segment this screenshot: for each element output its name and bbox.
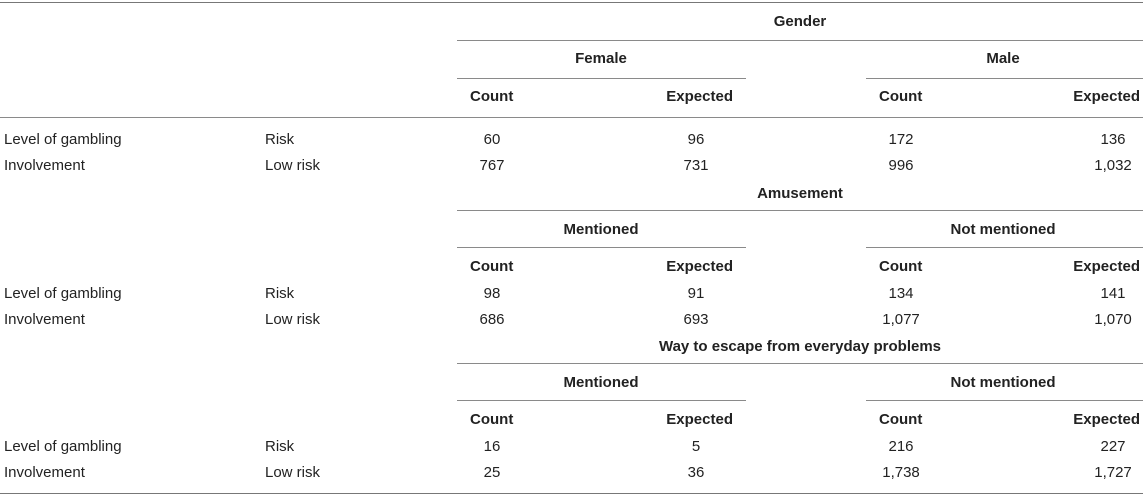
cell-value: 216 [888,438,914,455]
row-label: Involvement [4,157,85,174]
cell-value: 16 [483,438,501,455]
cell-value: 134 [888,285,914,302]
group-rule [866,400,1143,401]
row-label: Level of gambling [4,438,122,455]
top-rule [0,2,1143,3]
cell-value: 36 [687,464,705,481]
column-header: Expected [666,258,733,275]
group-header: Mentioned [563,374,639,391]
cell-value: 172 [888,131,914,148]
row-sublabel: Low risk [265,157,321,174]
group-header: Not mentioned [950,374,1056,391]
row-label: Involvement [4,311,85,328]
group-header: Mentioned [563,221,639,238]
column-header: Count [470,88,514,105]
cell-value: 60 [483,131,501,148]
group-rule [866,247,1143,248]
cell-value: 1,738 [882,464,920,481]
cell-value: 693 [683,311,709,328]
column-header: Expected [1073,411,1140,428]
cell-value: 996 [888,157,914,174]
row-sublabel: Low risk [265,311,321,328]
group-header: Male [986,50,1020,67]
group-rule [457,247,746,248]
row-sublabel: Risk [265,285,295,302]
group-rule [457,400,746,401]
group-rule [457,78,746,79]
cell-value: 227 [1100,438,1126,455]
row-label: Level of gambling [4,131,122,148]
row-label: Level of gambling [4,285,122,302]
column-header: Count [879,258,923,275]
section-title: Amusement [757,185,843,202]
cell-value: 1,032 [1094,157,1132,174]
cell-value: 98 [483,285,501,302]
cell-value: 25 [483,464,501,481]
cell-value: 136 [1100,131,1126,148]
column-header: Count [879,88,923,105]
section-title: Way to escape from everyday problems [658,338,942,355]
column-header: Count [470,258,514,275]
cell-value: 731 [683,157,709,174]
group-header: Female [575,50,627,67]
section-title-rule [457,363,1143,364]
row-sublabel: Risk [265,131,295,148]
cell-value: 1,727 [1094,464,1132,481]
cell-value: 5 [691,438,701,455]
column-header: Count [470,411,514,428]
row-sublabel: Low risk [265,464,321,481]
column-header: Expected [1073,88,1140,105]
column-header: Expected [666,411,733,428]
group-rule [866,78,1143,79]
row-sublabel: Risk [265,438,295,455]
column-header: Expected [1073,258,1140,275]
bottom-rule [0,493,1143,494]
row-label: Involvement [4,464,85,481]
cell-value: 91 [687,285,705,302]
cell-value: 1,070 [1094,311,1132,328]
cell-value: 1,077 [882,311,920,328]
header-rule [0,117,1143,118]
section-title: Gender [773,13,827,30]
cell-value: 141 [1100,285,1126,302]
group-header: Not mentioned [950,221,1056,238]
section-title-rule [457,40,1143,41]
cell-value: 686 [479,311,505,328]
section-title-rule [457,210,1143,211]
cell-value: 767 [479,157,505,174]
column-header: Expected [666,88,733,105]
column-header: Count [879,411,923,428]
cell-value: 96 [687,131,705,148]
